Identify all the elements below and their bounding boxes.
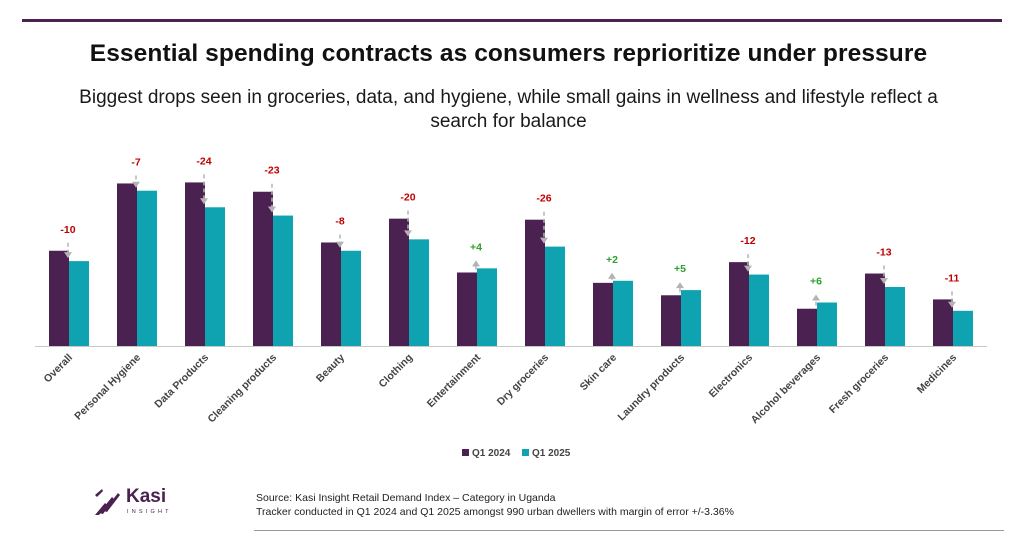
bar-q1-2025 (273, 215, 293, 346)
bar-q1-2025 (477, 268, 497, 346)
category-label: Medicines (915, 352, 959, 396)
change-label: +4 (470, 241, 482, 253)
change-label: -20 (400, 192, 415, 204)
change-arrow-head (336, 241, 344, 248)
change-label: -10 (60, 224, 75, 236)
bar-q1-2025 (137, 190, 157, 346)
chart-subtitle: Biggest drops seen in groceries, data, a… (79, 87, 938, 132)
change-arrow-head (64, 252, 72, 259)
category-label: Skin care (578, 352, 620, 394)
bar-q1-2024 (253, 191, 273, 346)
kasi-logo: Kasi INSIGHT (92, 485, 182, 519)
change-arrow-head (676, 282, 684, 289)
bar-q1-2025 (341, 250, 361, 346)
change-label: -11 (945, 272, 960, 284)
bar-q1-2024 (117, 183, 137, 346)
bar-q1-2025 (205, 207, 225, 346)
category-label: Beauty (314, 352, 347, 385)
bar-q1-2024 (185, 182, 205, 346)
bar-q1-2024 (389, 218, 409, 346)
change-label: -8 (335, 215, 344, 227)
change-label: -13 (876, 247, 891, 259)
category-label: Personal Hygiene (72, 352, 143, 423)
category-label: Overall (41, 352, 75, 386)
legend-swatch (462, 449, 469, 456)
top-rule (22, 19, 1002, 22)
bar-q1-2024 (457, 272, 477, 346)
change-arrow-head (948, 301, 956, 308)
bar-q1-2025 (885, 286, 905, 346)
source-line-1: Source: Kasi Insight Retail Demand Index… (256, 492, 556, 504)
change-label: -26 (536, 193, 551, 205)
change-label: +5 (674, 263, 686, 275)
legend-label: Q1 2025 (532, 448, 571, 459)
bar-q1-2025 (545, 246, 565, 346)
bar-q1-2025 (953, 310, 973, 346)
bar-q1-2025 (69, 261, 89, 346)
bar-q1-2024 (525, 219, 545, 346)
bar-q1-2024 (797, 308, 817, 346)
change-arrow-head (608, 272, 616, 279)
bar-q1-2025 (409, 239, 429, 346)
chart-title: Essential spending contracts as consumer… (89, 40, 928, 67)
bar-q1-2025 (613, 280, 633, 346)
bar-q1-2024 (729, 262, 749, 346)
kasi-logo-icon (95, 489, 120, 515)
bar-q1-2024 (593, 282, 613, 346)
bar-q1-2025 (681, 290, 701, 346)
bar-q1-2025 (817, 302, 837, 346)
bar-q1-2024 (321, 242, 341, 346)
bottom-rule (254, 530, 1004, 531)
logo-name: Kasi (126, 486, 167, 507)
bar-q1-2024 (865, 273, 885, 346)
category-label: Entertainment (425, 351, 484, 410)
change-arrow-head (404, 230, 412, 237)
legend-label: Q1 2024 (472, 448, 511, 459)
category-label: Alcohol beverages (749, 352, 824, 427)
change-arrow-head (540, 237, 548, 244)
change-arrow-head (132, 181, 140, 188)
change-arrow-head (472, 260, 480, 267)
bar-q1-2024 (661, 295, 681, 346)
category-label: Dry groceries (495, 352, 551, 408)
bar-q1-2025 (749, 274, 769, 346)
legend-swatch (522, 449, 529, 456)
bar-q1-2024 (933, 299, 953, 346)
category-label: Fresh groceries (827, 352, 891, 416)
change-label: +2 (606, 254, 618, 266)
change-arrow-head (812, 294, 820, 301)
category-label: Clothing (377, 352, 416, 391)
change-arrow-head (268, 206, 276, 213)
change-label: -7 (131, 156, 140, 168)
source-note: Source: Kasi Insight Retail Demand Index… (256, 491, 734, 519)
category-label: Electronics (707, 352, 756, 401)
change-label: -24 (196, 155, 211, 167)
change-label: +6 (810, 276, 822, 288)
change-arrow-head (744, 265, 752, 272)
change-arrow-head (880, 277, 888, 284)
category-label: Data Products (152, 352, 211, 411)
logo-sub: INSIGHT (127, 509, 172, 515)
change-arrow-head (200, 198, 208, 205)
change-label: -23 (264, 165, 279, 177)
category-label: Laundry products (616, 352, 688, 424)
change-label: -12 (740, 235, 755, 247)
category-label: Cleaning products (205, 352, 279, 426)
source-line-2: Tracker conducted in Q1 2024 and Q1 2025… (256, 506, 734, 518)
bar-chart: -10 Overall -7 Personal Hygiene -24 Data Prod… (35, 155, 987, 459)
bar-q1-2024 (49, 250, 69, 346)
